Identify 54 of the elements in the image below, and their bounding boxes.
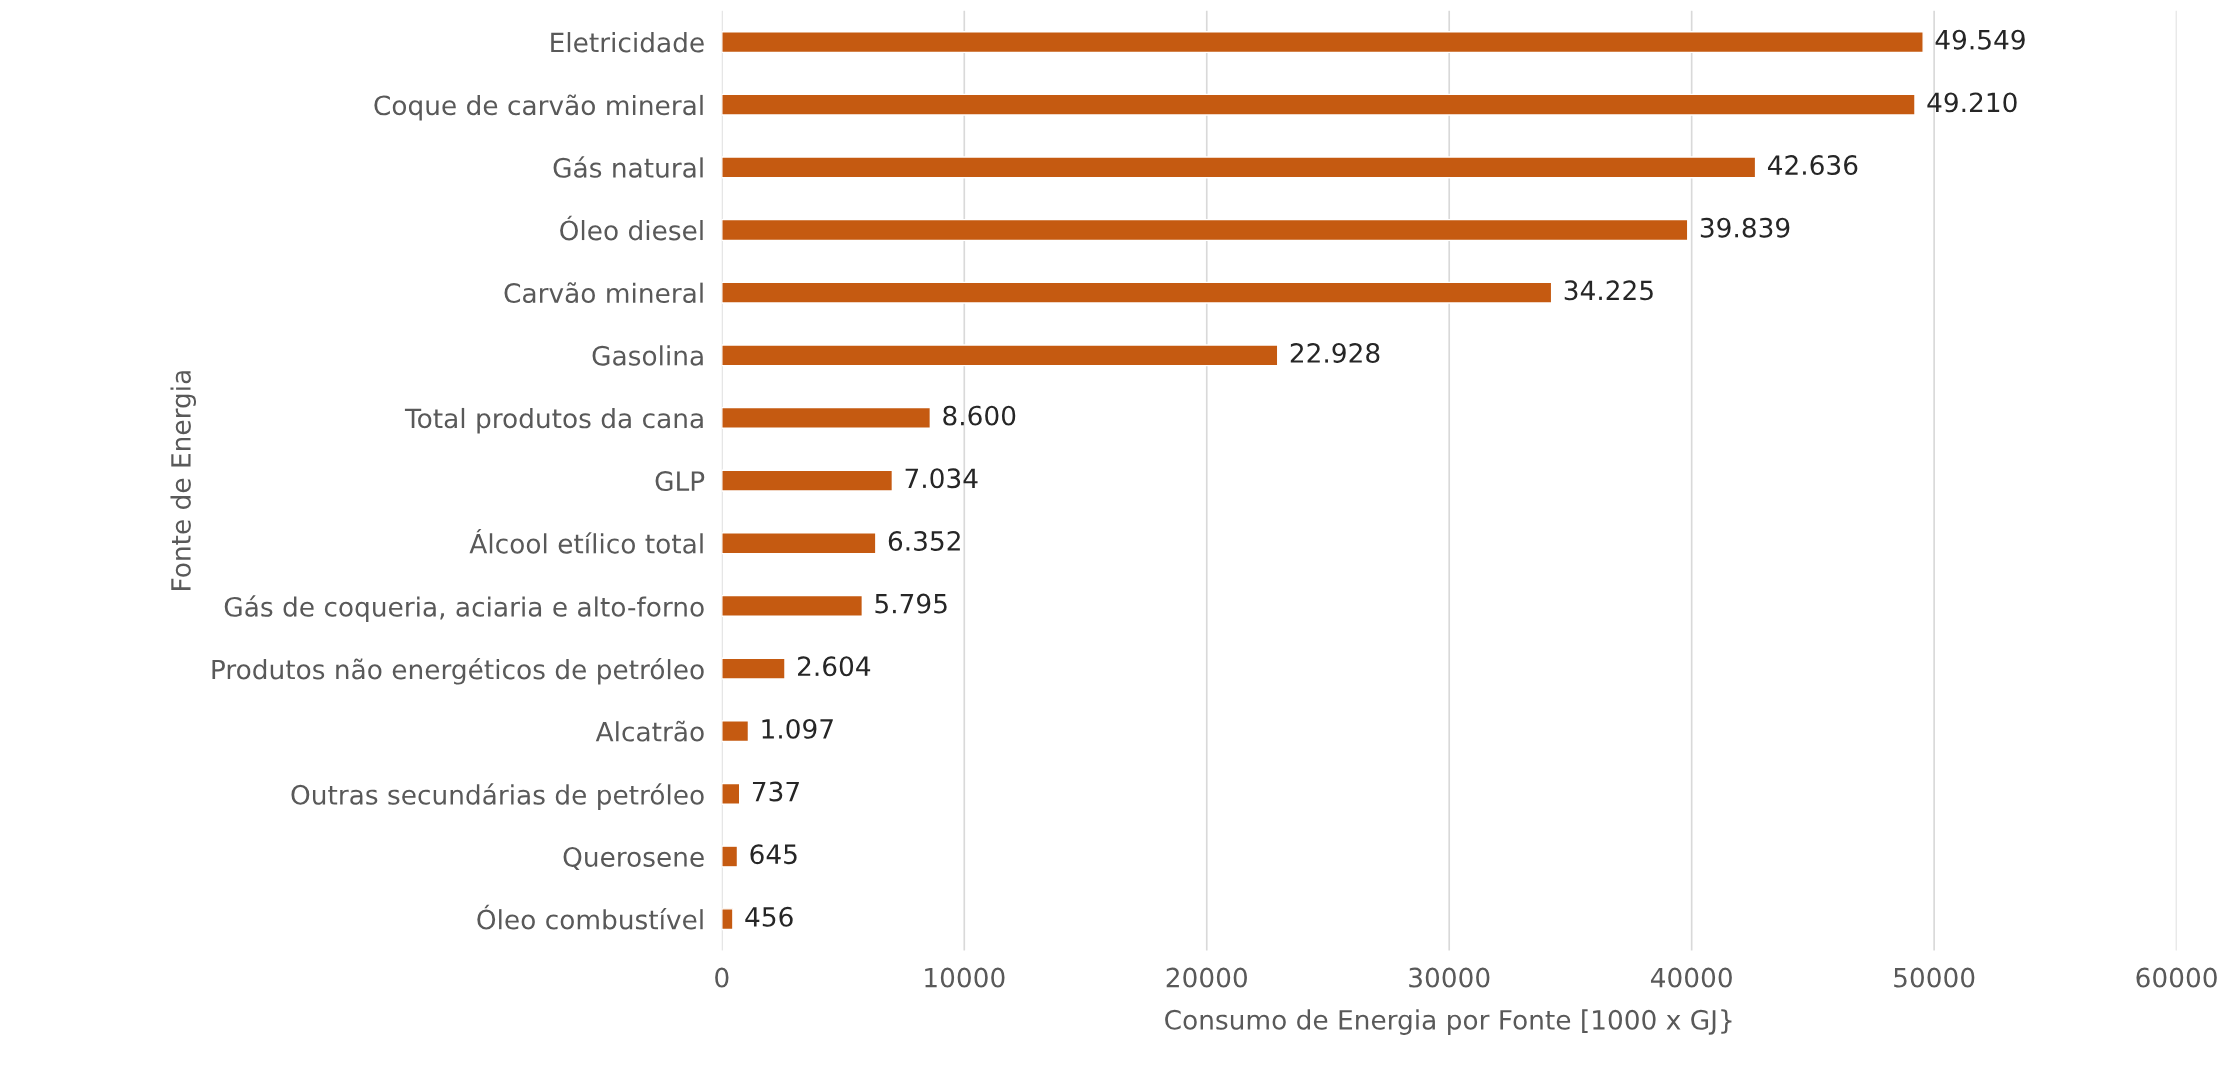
y-tick-label: Total produtos da cana	[404, 407, 703, 434]
data-label: 456	[745, 906, 793, 927]
data-label: 2.604	[798, 656, 871, 677]
y-tick-label: Óleo diesel	[560, 215, 703, 241]
data-label: 49.549	[1935, 29, 2025, 50]
x-tick-label: 0	[715, 967, 729, 988]
y-tick-label: Gasolina	[592, 345, 703, 366]
data-label: 5.795	[875, 593, 947, 614]
bar	[721, 156, 1757, 179]
bar	[721, 532, 877, 555]
y-tick-label: Álcool etílico total	[469, 528, 703, 554]
data-label: 1.097	[762, 718, 833, 739]
bar	[721, 93, 1916, 116]
y-tick-label: Coque de carvão mineral	[374, 94, 703, 121]
data-label: 737	[752, 781, 799, 802]
bar	[721, 594, 864, 617]
y-tick-label: Gás de coqueria, aciaria e alto-forno	[224, 595, 704, 622]
data-label: 6.352	[888, 530, 960, 551]
x-tick-label: 20000	[1166, 967, 1247, 988]
data-label: 22.928	[1290, 343, 1380, 363]
bar	[721, 908, 734, 931]
bar	[721, 469, 894, 492]
y-tick-label: Outras secundárias de petróleo	[291, 783, 704, 810]
x-tick-label: 30000	[1409, 967, 1490, 988]
x-tick-label: 50000	[1894, 967, 1975, 988]
x-tick-label: 40000	[1650, 967, 1732, 988]
bar	[721, 845, 739, 868]
data-label: 39.839	[1700, 217, 1790, 238]
bar	[721, 720, 750, 743]
data-label: 7.034	[905, 468, 978, 489]
y-axis-title: Fonte de Energia	[170, 371, 197, 590]
data-label: 49.210	[1927, 92, 2017, 113]
bar	[721, 782, 741, 805]
x-axis-title: Consumo de Energia por Fonte [1000 x GJ}	[1165, 1009, 1732, 1035]
y-tick-label: Eletricidade	[551, 32, 704, 53]
y-tick-label: Alcatrão	[595, 720, 704, 742]
bar	[721, 406, 932, 429]
y-tick-label: Carvão mineral	[504, 282, 703, 304]
y-tick-label: GLP	[655, 471, 705, 492]
data-label: 8.600	[943, 405, 1016, 426]
data-label: 645	[750, 844, 797, 865]
y-tick-label: Gás natural	[553, 156, 703, 178]
x-tick-label: 60000	[2136, 967, 2217, 988]
data-label: 42.636	[1767, 155, 1858, 176]
bar	[721, 281, 1553, 304]
y-tick-label: Óleo combustível	[477, 904, 703, 930]
bar	[721, 31, 1924, 54]
data-label: 34.225	[1564, 280, 1653, 301]
x-tick-label: 10000	[925, 967, 1005, 988]
y-tick-label: Produtos não energéticos de petróleo	[212, 658, 704, 685]
bar	[721, 657, 786, 680]
bar	[721, 344, 1279, 367]
y-tick-label: Querosene	[563, 846, 704, 870]
bar	[721, 218, 1689, 242]
